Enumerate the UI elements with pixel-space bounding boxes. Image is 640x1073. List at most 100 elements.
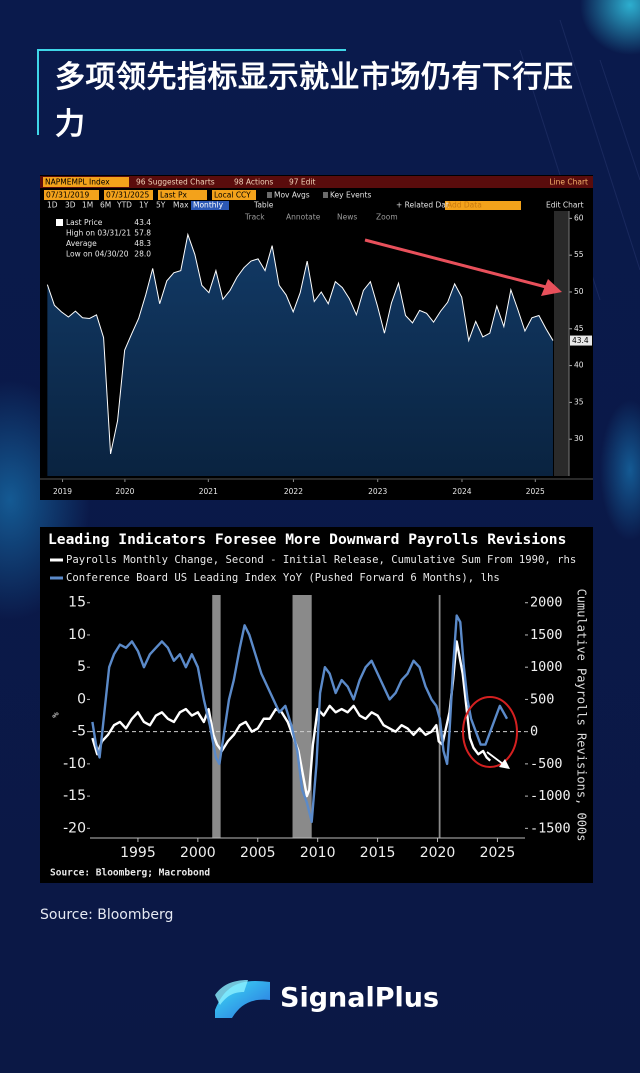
period: 6M — [100, 201, 111, 210]
x-tick-label: 1995 — [120, 845, 156, 861]
y-tick-label: -20 — [63, 820, 86, 836]
last-value-tag — [570, 335, 592, 346]
period: 1Y — [139, 201, 149, 210]
source: Source: Bloomberg — [40, 907, 173, 923]
chart-title: Leading Indicators Foresee More Downward… — [48, 531, 566, 548]
x-tick-label: 2024 — [452, 487, 471, 496]
annotation-arrowhead — [499, 759, 510, 769]
y2-tick-label: 500 — [530, 691, 554, 707]
legend-swatch — [56, 219, 63, 226]
x-tick-label: 2025 — [480, 845, 516, 861]
y2-tick-label: -1500 — [530, 820, 571, 836]
y-tick-label: -15 — [63, 788, 86, 804]
brand-icon — [215, 980, 248, 1005]
period: 3D — [65, 201, 76, 210]
title-bracket — [37, 49, 346, 135]
annotation-arrow — [364, 238, 547, 289]
x-tick-label: 2025 — [526, 487, 545, 496]
shaded-period — [292, 595, 312, 838]
legend-label: Conference Board US Leading Index YoY (P… — [66, 572, 500, 584]
data-tool: + Related Dat — [396, 201, 449, 210]
stat-value: 57.8 — [134, 229, 151, 238]
tool: Zoom — [376, 213, 398, 222]
y2-tick-label: 1500 — [530, 627, 563, 643]
toolbar-item: 96 Suggested Charts — [136, 178, 215, 187]
y-tick-label: 15 — [68, 595, 86, 611]
stat-value: 43.4 — [134, 218, 151, 227]
y2-tick-label: 0 — [530, 724, 538, 740]
toggle: Mov Avgs — [274, 191, 310, 200]
area — [47, 234, 553, 476]
field-box — [44, 190, 99, 200]
frequency-box — [191, 201, 229, 210]
y-tick-label: 35 — [574, 397, 584, 406]
x-tick-label: 2022 — [284, 487, 303, 496]
y-tick-label: 40 — [574, 361, 584, 370]
add-data-box — [445, 201, 521, 210]
x-tick-label: 2005 — [240, 845, 276, 861]
toolbar-item: NAPMEMPL Index — [45, 178, 110, 187]
toggle: Key Events — [330, 191, 371, 200]
y-tick-label: 5 — [77, 659, 86, 675]
y-tick-label: 30 — [574, 434, 584, 443]
line — [91, 640, 492, 798]
period: 1M — [82, 201, 93, 210]
x-tick-label: 2010 — [300, 845, 336, 861]
annotation-arrow — [486, 751, 504, 765]
stat-label: Last Price — [66, 218, 103, 227]
x-tick-label: 2000 — [180, 845, 216, 861]
glow — [600, 400, 640, 540]
y-axis-label: % — [52, 712, 62, 718]
ticker-box — [43, 177, 129, 187]
shaded-period — [212, 595, 221, 838]
annotation-arrowhead — [541, 279, 562, 296]
toggle-box — [267, 192, 272, 198]
y-tick-label: 60 — [574, 213, 584, 222]
legend-label: Payrolls Monthly Change, Second - Initia… — [66, 554, 576, 566]
y2-axis-label: Cumulative Payrolls Revisions, 000s — [575, 589, 589, 842]
brand: SignalPlus — [280, 983, 439, 1014]
annotation-circle — [462, 696, 518, 768]
page-title: 多项领先指标显示就业市场仍有下行压力 — [55, 60, 574, 142]
y-tick-label: -10 — [63, 756, 86, 772]
stat-label: Average — [66, 239, 97, 248]
y-tick-label: 45 — [574, 324, 584, 333]
x-tick-label: 2021 — [199, 487, 218, 496]
x-tick-label: 2015 — [360, 845, 396, 861]
legend-box — [48, 216, 152, 260]
y-tick-label: -5 — [72, 724, 86, 740]
x-tick-label: 2019 — [53, 487, 72, 496]
data-tool: Edit Chart — [546, 201, 584, 210]
y-tick-label: 55 — [574, 250, 584, 259]
y2-tick-label: 2000 — [530, 595, 563, 611]
y2-tick-label: 1000 — [530, 659, 563, 675]
data-tool: Add Data — [447, 201, 482, 210]
period: Max — [173, 201, 189, 210]
stat-label: Low on 04/30/20 — [66, 250, 129, 259]
x-tick-label: 2023 — [368, 487, 387, 496]
last-value-label: 43.4 — [572, 336, 589, 345]
chart-source: Source: Bloomberg; Macrobond — [50, 868, 210, 879]
toolbar — [40, 176, 593, 188]
x-tick-label: 2020 — [115, 487, 134, 496]
field: Local CCY — [214, 191, 251, 200]
y-tick-label: 0 — [77, 691, 86, 707]
chart-panel — [40, 527, 593, 883]
glow — [580, 0, 640, 55]
frequency: Monthly — [193, 201, 224, 210]
period: 5Y — [156, 201, 166, 210]
tool: Annotate — [286, 213, 321, 222]
line — [91, 614, 509, 824]
line — [46, 232, 554, 455]
tool: News — [337, 213, 357, 222]
toggle-box — [323, 192, 328, 198]
stat-value: 48.3 — [134, 239, 151, 248]
y-tick-label: 10 — [68, 627, 86, 643]
toolbar-item: 98 Actions — [234, 178, 273, 187]
tool: Track — [244, 213, 265, 222]
chart-kind: Line Chart — [549, 178, 588, 187]
stat-label: High on 03/31/21 — [66, 229, 131, 238]
period: YTD — [116, 201, 132, 210]
